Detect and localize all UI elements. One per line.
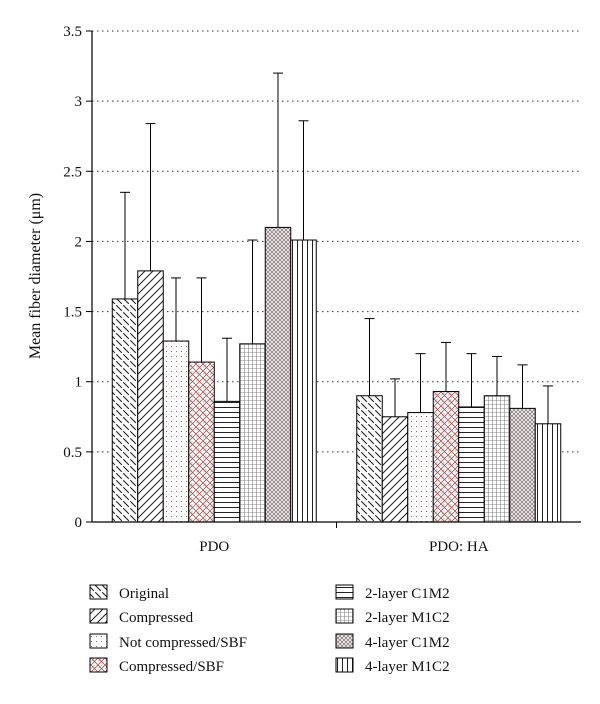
legend-label: Compressed/SBF: [119, 659, 224, 675]
bar-compressed-sbf-0: [188, 361, 215, 523]
bar-not-compressed-sbf-0: [162, 340, 190, 523]
y-tick-label: 3.5: [63, 24, 82, 40]
legend-swatch: [89, 584, 108, 600]
legend-swatch: [335, 633, 354, 649]
legend-label: 4-layer C1M2: [365, 635, 450, 651]
y-axis-title: Mean fiber diameter (μm): [27, 193, 44, 359]
legend-swatch: [335, 657, 354, 673]
legend-label: Not compressed/SBF: [119, 635, 247, 651]
bar-4-layer-c1m2-0: [264, 226, 292, 523]
legend-swatch: [89, 608, 108, 624]
bar-4-layer-c1m2-1: [509, 407, 536, 523]
legend: Original Compressed Not compressed/SBF Comp…: [89, 584, 450, 675]
bar-original-0: [111, 298, 139, 523]
y-tick-label: 0: [75, 515, 83, 531]
legend-swatch: [335, 608, 354, 624]
legend-swatch: [335, 584, 354, 600]
legend-label: 2-layer C1M2: [365, 586, 450, 602]
legend-label: Original: [119, 586, 169, 602]
y-tick-label: 0.5: [63, 445, 82, 461]
bar-original-1: [356, 395, 383, 523]
bar-2-layer-m1c2-0: [239, 343, 266, 523]
y-tick-label: 1.5: [63, 305, 82, 321]
legend-swatch: [89, 633, 108, 649]
bars: [111, 72, 562, 523]
bar-2-layer-c1m2-1: [458, 406, 485, 523]
legend-label: Compressed: [119, 610, 194, 626]
bar-4-layer-m1c2-1: [534, 423, 562, 523]
x-category-label: PDO: [199, 539, 229, 555]
y-tick-label: 2: [75, 234, 83, 250]
bar-compressed-sbf-1: [432, 391, 460, 523]
x-category-label: PDO: HA: [429, 539, 489, 555]
legend-label: 2-layer M1C2: [365, 610, 450, 626]
legend-swatch: [89, 657, 108, 673]
bar-not-compressed-sbf-1: [407, 412, 434, 523]
axes: 0 0.5 1 1.5 2 2.5 3 3.5 PDO PDO: HA: [63, 24, 581, 555]
legend-label: 4-layer M1C2: [365, 659, 450, 675]
y-tick-label: 1: [75, 375, 83, 391]
bar-compressed-0: [137, 270, 164, 523]
bar-4-layer-m1c2-0: [290, 239, 317, 523]
bar-compressed-1: [381, 416, 409, 523]
y-tick-label: 2.5: [63, 164, 82, 180]
bar-2-layer-c1m2-0: [213, 400, 241, 523]
bar-2-layer-m1c2-1: [483, 395, 511, 523]
y-tick-label: 3: [75, 94, 83, 110]
